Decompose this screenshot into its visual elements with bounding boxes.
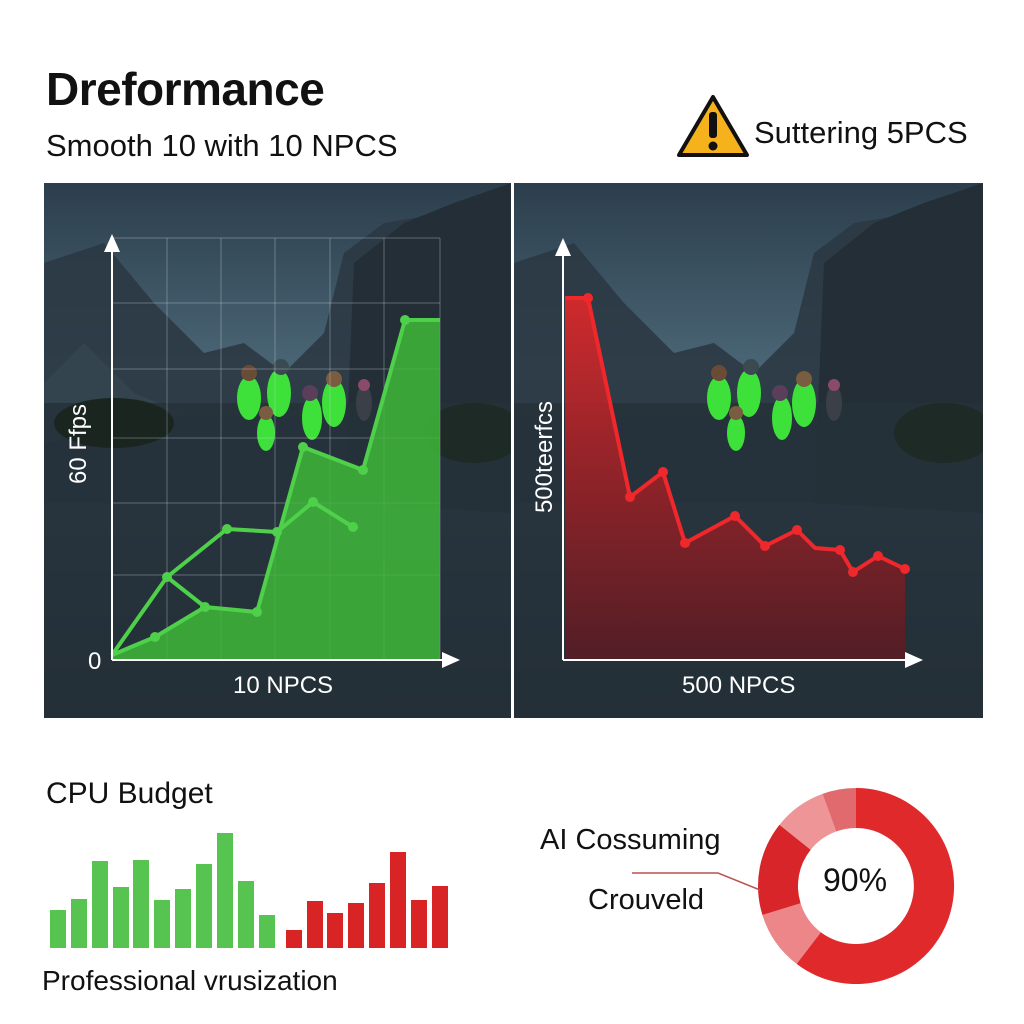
red-bar-series bbox=[286, 852, 448, 948]
cpu-budget-title: CPU Budget bbox=[46, 777, 213, 810]
donut-center-value: 90% bbox=[822, 862, 888, 898]
left-x-axis-label: 10 NPCS bbox=[233, 672, 334, 699]
page-title: Dreformance bbox=[46, 63, 325, 115]
green-bar-series bbox=[50, 833, 275, 948]
donut-label-bottom: Crouveld bbox=[588, 884, 705, 916]
warning-badge: Suttering 5PCS bbox=[676, 94, 968, 158]
footer-caption: Professional vrusization bbox=[42, 965, 338, 996]
warning-text: Suttering 5PCS bbox=[754, 115, 968, 150]
page-subtitle: Smooth 10 with 10 NPCS bbox=[46, 128, 398, 163]
right-x-axis-label: 500 NPCS bbox=[682, 672, 796, 699]
donut-label-top: AI Cossuming bbox=[540, 824, 721, 856]
warning-triangle-icon bbox=[677, 95, 749, 157]
left-origin-label: 0 bbox=[88, 648, 102, 675]
